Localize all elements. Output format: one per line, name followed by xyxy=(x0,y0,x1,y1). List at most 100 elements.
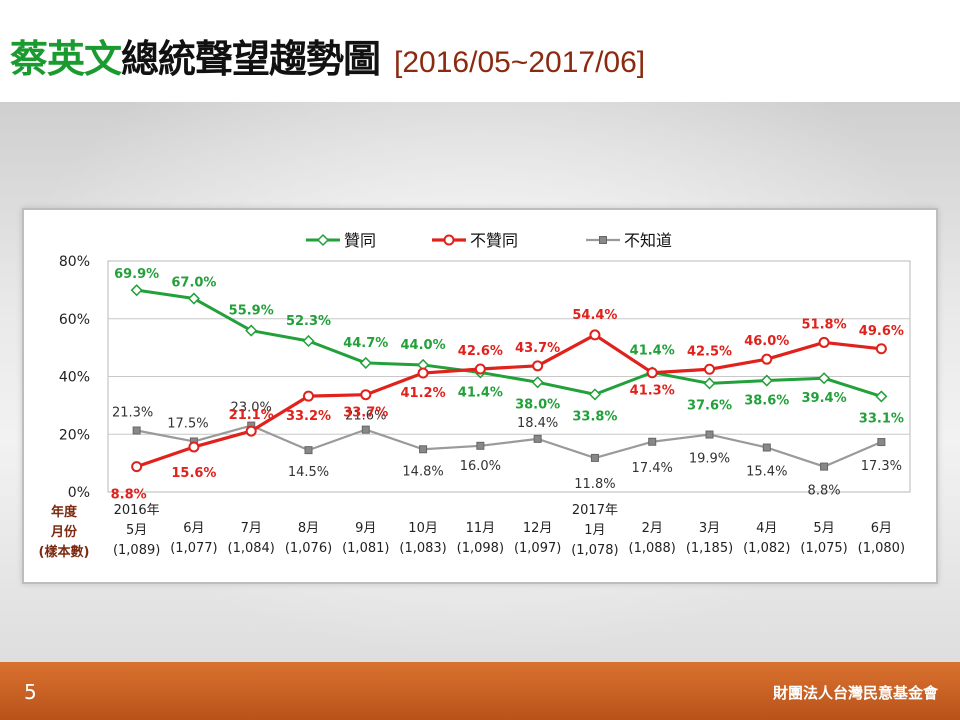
data-label-disapprove: 41.2% xyxy=(401,386,446,401)
data-point-approve xyxy=(531,376,544,389)
data-point-approve xyxy=(187,292,200,305)
data-point-unknown xyxy=(705,430,714,439)
data-label-unknown: 14.5% xyxy=(288,465,329,480)
legend-marker-unknown xyxy=(599,236,607,244)
data-label-approve: 38.0% xyxy=(515,397,560,412)
data-point-disapprove xyxy=(646,367,658,379)
data-label-unknown: 8.8% xyxy=(808,484,841,499)
x-month-label: 6月 xyxy=(183,521,204,536)
data-point-unknown xyxy=(132,426,141,435)
data-label-disapprove: 42.6% xyxy=(458,344,503,359)
x-row-label: 年度 xyxy=(51,504,78,520)
x-sample-label: (1,084) xyxy=(228,541,275,556)
x-sample-label: (1,098) xyxy=(457,541,504,556)
data-label-approve: 44.7% xyxy=(343,336,388,351)
legend-label-approve: 贊同 xyxy=(344,231,376,250)
data-point-disapprove xyxy=(360,389,372,401)
data-label-approve: 33.1% xyxy=(859,411,904,426)
approval-trend-chart: 0% 20% 40% 60% 80% 2016年 5月 (1,089) 6月 (1,077) 7月 (… xyxy=(39,231,911,560)
x-month-label: 6月 xyxy=(871,521,892,536)
data-point-disapprove xyxy=(875,343,887,355)
y-tick-label: 80% xyxy=(59,254,90,270)
data-label-disapprove: 33.7% xyxy=(343,406,388,421)
data-point-disapprove xyxy=(303,390,314,402)
x-sample-label: (1,080) xyxy=(858,541,905,556)
data-label-unknown: 14.8% xyxy=(402,464,443,479)
data-label-unknown: 16.0% xyxy=(460,459,501,474)
page-number: 5 xyxy=(24,680,37,704)
data-label-unknown: 17.3% xyxy=(861,459,902,474)
x-month-label: 5月 xyxy=(813,521,834,536)
x-month-label: 1月 xyxy=(584,523,605,538)
data-label-unknown: 21.3% xyxy=(112,405,153,420)
data-label-unknown: 15.4% xyxy=(746,465,787,480)
data-point-approve xyxy=(818,372,831,385)
x-year-label: 2017年 xyxy=(572,503,618,518)
data-label-disapprove: 21.1% xyxy=(229,408,274,423)
data-point-approve xyxy=(703,377,716,390)
data-point-disapprove xyxy=(532,360,544,372)
x-month-label: 3月 xyxy=(699,521,720,536)
data-point-approve xyxy=(245,324,258,337)
x-sample-label: (1,089) xyxy=(113,543,160,558)
data-label-approve: 33.8% xyxy=(572,409,617,424)
data-label-disapprove: 15.6% xyxy=(171,466,216,481)
data-label-approve: 67.0% xyxy=(171,276,216,291)
data-point-unknown xyxy=(820,462,829,471)
data-label-approve: 69.9% xyxy=(114,267,159,282)
x-row-label: 月份 xyxy=(50,524,78,540)
data-point-approve xyxy=(302,334,315,348)
x-month-label: 5月 xyxy=(126,523,147,538)
data-label-disapprove: 41.3% xyxy=(630,384,675,399)
data-point-approve xyxy=(588,388,601,401)
x-sample-label: (1,097) xyxy=(514,541,561,556)
data-point-unknown xyxy=(762,443,771,452)
data-point-unknown xyxy=(361,425,370,434)
x-row-label: (樣本數) xyxy=(39,544,90,560)
data-point-disapprove xyxy=(417,367,429,379)
x-sample-label: (1,081) xyxy=(342,541,389,556)
x-month-label: 9月 xyxy=(355,521,376,536)
data-label-approve: 38.6% xyxy=(744,394,789,409)
data-point-disapprove xyxy=(245,425,257,437)
data-label-approve: 41.4% xyxy=(458,385,503,400)
x-month-label: 10月 xyxy=(408,521,438,536)
data-label-unknown: 23.0% xyxy=(231,401,272,416)
organization-name: 財團法人台灣民意基金會 xyxy=(772,684,938,702)
y-tick-label: 20% xyxy=(59,427,90,443)
series-line-approve xyxy=(136,288,882,398)
legend-label-unknown: 不知道 xyxy=(624,231,672,250)
data-label-approve: 41.4% xyxy=(630,343,675,358)
x-month-label: 2月 xyxy=(642,521,663,536)
data-point-unknown xyxy=(533,434,542,443)
data-label-disapprove: 42.5% xyxy=(687,344,732,359)
data-point-unknown xyxy=(419,445,428,454)
x-month-label: 11月 xyxy=(466,521,496,536)
data-point-unknown xyxy=(304,446,313,455)
x-sample-label: (1,075) xyxy=(800,541,847,556)
series-line-unknown xyxy=(136,424,882,468)
x-month-label: 8月 xyxy=(298,521,319,536)
data-point-disapprove xyxy=(761,353,773,365)
data-label-approve: 44.0% xyxy=(401,338,446,353)
data-point-disapprove xyxy=(474,363,486,375)
data-point-unknown xyxy=(590,453,599,462)
data-label-approve: 55.9% xyxy=(229,304,274,319)
data-point-approve xyxy=(875,390,888,403)
x-sample-label: (1,078) xyxy=(571,543,618,558)
title-date-range: [2016/05~2017/06] xyxy=(394,46,646,79)
x-sample-label: (1,083) xyxy=(399,541,446,556)
data-label-disapprove: 51.8% xyxy=(802,317,847,332)
chart-panel: 0% 20% 40% 60% 80% 2016年 5月 (1,089) 6月 (1,077) 7月 (… xyxy=(22,208,938,584)
data-label-approve: 52.3% xyxy=(286,314,331,329)
data-label-unknown: 17.5% xyxy=(167,416,208,431)
data-label-unknown: 18.4% xyxy=(517,416,558,431)
data-label-approve: 39.4% xyxy=(802,391,847,406)
x-sample-label: (1,185) xyxy=(686,541,733,556)
data-point-approve xyxy=(760,374,773,387)
y-tick-label: 40% xyxy=(59,370,90,386)
data-point-disapprove xyxy=(704,363,715,375)
data-label-disapprove: 46.0% xyxy=(744,334,789,349)
legend-marker-approve xyxy=(316,233,330,247)
data-point-disapprove xyxy=(131,461,143,473)
